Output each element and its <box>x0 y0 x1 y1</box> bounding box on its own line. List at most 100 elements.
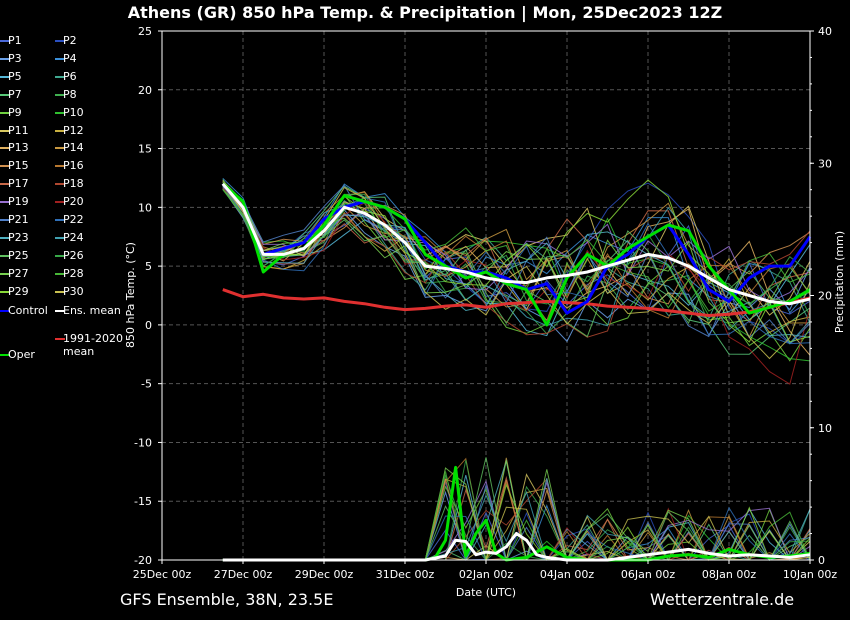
legend-swatch <box>0 354 10 356</box>
legend-label: P15 <box>8 159 29 173</box>
legend-label: P12 <box>63 123 84 137</box>
legend-label: P25 <box>8 248 29 262</box>
x-tick-label: 31Dec 00z <box>376 568 435 581</box>
chart-axes: -20 -15 -10 -5 0 5 10 15 20 25 0 10 20 30 40 25Dec 00z 2… <box>133 25 838 581</box>
legend-swatch <box>0 129 10 132</box>
legend-label: P20 <box>63 195 84 209</box>
legend-label: P8 <box>63 87 77 101</box>
legend-swatch <box>55 219 65 221</box>
legend-swatch <box>55 201 65 204</box>
footer-source: Wetterzentrale.de <box>650 590 795 609</box>
y2-tick-label: 30 <box>818 157 832 170</box>
legend-label: P2 <box>63 34 77 47</box>
legend-label: P30 <box>63 284 84 298</box>
x-axis-label: Date (UTC) <box>456 586 516 599</box>
x-tick-label: 02Jan 00z <box>459 568 513 581</box>
y2-axis-label: Precipitation (mm) <box>833 231 846 333</box>
y-tick-label: -10 <box>134 436 152 449</box>
y-tick-label: -20 <box>134 554 152 567</box>
legend-label: P14 <box>63 141 84 155</box>
legend: P1 P2 P3 P4 P5 P6 P7 P8 P9 P10 P11 P12 P13 P14 P15 P16 P… <box>0 34 135 374</box>
legend-label: P28 <box>63 266 84 280</box>
member-temp-line <box>222 183 811 335</box>
legend-swatch <box>55 57 65 60</box>
y-tick-label: -15 <box>134 495 152 508</box>
y-tick-label: 10 <box>138 201 152 214</box>
legend-swatch <box>0 147 10 150</box>
legend-swatch <box>55 290 65 293</box>
y-tick-label: 0 <box>145 319 152 332</box>
y-tick-label: -5 <box>141 378 152 391</box>
y2-tick-label: 10 <box>818 422 832 435</box>
x-tick-label: 04Jan 00z <box>540 568 594 581</box>
legend-label: P21 <box>8 213 29 226</box>
legend-swatch <box>0 201 10 204</box>
x-tick-label: 06Jan 00z <box>621 568 675 581</box>
y2-tick-label: 0 <box>818 554 825 567</box>
legend-swatch <box>55 254 65 257</box>
legend-swatch <box>0 40 10 42</box>
y-tick-label: 20 <box>138 84 152 97</box>
legend-swatch <box>0 310 10 312</box>
chart-title: Athens (GR) 850 hPa Temp. & Precipitatio… <box>127 3 723 22</box>
y2-tick-label: 20 <box>818 290 832 303</box>
legend-label: P3 <box>8 51 22 65</box>
legend-swatch <box>55 310 65 312</box>
legend-swatch <box>0 75 10 78</box>
legend-swatch <box>55 147 65 150</box>
legend-label: P4 <box>63 51 77 65</box>
legend-swatch <box>0 290 10 293</box>
1991-2020-mean-temp-line <box>222 288 811 317</box>
legend-swatch <box>0 236 10 239</box>
chart-grid <box>162 31 810 560</box>
member-temp-line <box>222 184 811 360</box>
legend-label: P1 <box>8 34 22 47</box>
legend-label: P17 <box>8 177 29 191</box>
x-tick-label: 08Jan 00z <box>702 568 756 581</box>
legend-label: Ens. mean <box>63 304 121 317</box>
legend-label: 1991-2020 mean <box>63 332 123 358</box>
legend-swatch <box>0 254 10 257</box>
y-axis-label: 850 hPa Temp. (°C) <box>124 242 137 348</box>
member-temp-line <box>222 188 811 385</box>
legend-swatch <box>55 129 65 132</box>
x-tick-label: 29Dec 00z <box>295 568 354 581</box>
legend-swatch <box>55 93 65 96</box>
legend-label: P19 <box>8 195 29 209</box>
legend-label: P16 <box>63 159 84 173</box>
legend-label: P10 <box>63 105 84 119</box>
legend-label: P5 <box>8 69 22 83</box>
legend-swatch <box>55 183 65 186</box>
member-temp-line <box>222 188 811 312</box>
ens-mean-temp-line <box>221 182 811 306</box>
x-tick-label: 10Jan 00z <box>783 568 837 581</box>
legend-swatch <box>0 93 10 96</box>
legend-swatch <box>0 111 10 114</box>
oper-temp-line <box>221 182 811 327</box>
footer-model-info: GFS Ensemble, 38N, 23.5E <box>120 590 334 609</box>
legend-label: Oper <box>8 348 35 361</box>
x-tick-label: 27Dec 00z <box>214 568 273 581</box>
x-tick-label: 25Dec 00z <box>133 568 192 581</box>
legend-swatch <box>55 338 65 340</box>
legend-swatch <box>0 183 10 186</box>
legend-label: Control <box>8 304 48 317</box>
legend-swatch <box>55 165 65 168</box>
member-temp-line <box>222 185 811 345</box>
legend-label: P9 <box>8 105 22 119</box>
legend-swatch <box>55 75 65 78</box>
legend-label: P26 <box>63 248 84 262</box>
legend-label: P18 <box>63 177 84 191</box>
y-tick-label: 15 <box>138 143 152 156</box>
legend-swatch <box>55 272 65 275</box>
legend-label: P22 <box>63 213 84 226</box>
legend-label: P29 <box>8 284 29 298</box>
y2-tick-label: 40 <box>818 25 832 38</box>
legend-label: P23 <box>8 230 29 244</box>
legend-swatch <box>55 236 65 239</box>
legend-label: P24 <box>63 230 84 244</box>
legend-swatch <box>0 165 10 168</box>
member-temp-line <box>222 181 811 338</box>
legend-label: P6 <box>63 69 77 83</box>
